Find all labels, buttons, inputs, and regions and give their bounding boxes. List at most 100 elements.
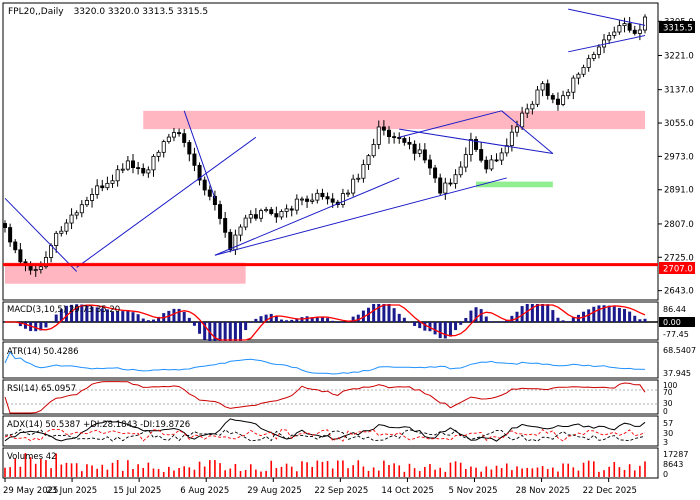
candle[interactable]	[182, 129, 187, 148]
candle[interactable]	[69, 208, 74, 230]
candle[interactable]	[294, 194, 299, 215]
candle[interactable]	[612, 26, 617, 39]
candle[interactable]	[136, 161, 141, 175]
support-zone-green[interactable]	[476, 181, 553, 188]
trendline[interactable]	[568, 35, 646, 53]
volumes-pane[interactable]: Volumes 42 17287 8643 0	[2, 447, 688, 479]
candle[interactable]	[356, 173, 361, 183]
candle[interactable]	[299, 196, 304, 206]
candle[interactable]	[351, 174, 356, 197]
candle[interactable]	[110, 174, 115, 188]
candle[interactable]	[479, 142, 484, 163]
candle[interactable]	[105, 176, 110, 191]
candle[interactable]	[279, 209, 284, 220]
candle[interactable]	[284, 204, 289, 218]
candle[interactable]	[376, 120, 381, 150]
candle[interactable]	[392, 132, 397, 144]
atr-pane[interactable]: ATR(14) 50.4286 68.5407 37.945	[2, 341, 696, 379]
candle[interactable]	[64, 219, 69, 235]
candle[interactable]	[571, 75, 576, 100]
candle[interactable]	[54, 230, 59, 253]
candle[interactable]	[617, 20, 622, 35]
candle[interactable]	[243, 214, 248, 231]
candle[interactable]	[438, 173, 443, 196]
candle[interactable]	[100, 179, 105, 192]
candle[interactable]	[417, 143, 422, 158]
candle[interactable]	[443, 177, 448, 200]
candle[interactable]	[171, 127, 176, 142]
candle[interactable]	[371, 138, 376, 158]
candle[interactable]	[468, 132, 473, 162]
candle[interactable]	[458, 161, 463, 178]
resistance-zone-2[interactable]	[143, 110, 646, 130]
candle[interactable]	[576, 72, 581, 85]
candle[interactable]	[84, 196, 89, 207]
candle[interactable]	[146, 166, 151, 178]
candle[interactable]	[474, 136, 479, 152]
candle[interactable]	[141, 163, 146, 177]
candle[interactable]	[545, 79, 550, 100]
candle[interactable]	[586, 54, 591, 72]
candle[interactable]	[310, 193, 315, 205]
candle[interactable]	[95, 179, 100, 199]
resistance-zone-1[interactable]	[5, 262, 246, 284]
candle[interactable]	[550, 93, 555, 104]
candle[interactable]	[463, 147, 468, 173]
candle[interactable]	[59, 226, 64, 237]
candle[interactable]	[499, 147, 504, 165]
candle[interactable]	[79, 200, 84, 218]
candle[interactable]	[192, 147, 197, 172]
trendline[interactable]	[399, 110, 502, 138]
candle[interactable]	[433, 164, 438, 183]
candle[interactable]	[130, 153, 135, 174]
candle[interactable]	[151, 154, 156, 177]
candle[interactable]	[637, 23, 642, 41]
rsi-pane[interactable]: RSI(14) 65.0957 100 70 30 0	[2, 379, 678, 416]
candle[interactable]	[448, 178, 453, 187]
candle[interactable]	[346, 189, 351, 198]
candle[interactable]	[115, 165, 120, 187]
candle[interactable]	[622, 17, 627, 33]
candle[interactable]	[125, 156, 130, 171]
candle[interactable]	[402, 136, 407, 146]
candle[interactable]	[274, 206, 279, 223]
trendline[interactable]	[4, 197, 78, 272]
candle[interactable]	[525, 103, 530, 118]
candle[interactable]	[530, 101, 535, 115]
candle[interactable]	[218, 200, 223, 225]
candle[interactable]	[627, 16, 632, 33]
candle[interactable]	[305, 195, 310, 208]
candle[interactable]	[120, 163, 125, 174]
candle[interactable]	[453, 169, 458, 189]
candle[interactable]	[520, 106, 525, 131]
candle[interactable]	[13, 239, 18, 254]
candle[interactable]	[540, 81, 545, 97]
candle[interactable]	[156, 150, 161, 162]
candle[interactable]	[494, 153, 499, 163]
candle[interactable]	[643, 14, 648, 34]
candle[interactable]	[596, 44, 601, 59]
candle[interactable]	[33, 265, 38, 277]
candle[interactable]	[561, 90, 566, 107]
candle[interactable]	[74, 210, 79, 220]
candle[interactable]	[202, 176, 207, 196]
trendline[interactable]	[568, 8, 646, 26]
trendline[interactable]	[214, 177, 507, 256]
candle[interactable]	[325, 192, 330, 205]
candle[interactable]	[412, 140, 417, 161]
candle[interactable]	[555, 92, 560, 111]
candle[interactable]	[427, 154, 432, 175]
candle[interactable]	[607, 32, 612, 45]
candle[interactable]	[340, 188, 345, 208]
candle[interactable]	[258, 208, 263, 222]
candle[interactable]	[566, 89, 571, 100]
candle[interactable]	[18, 242, 23, 264]
candle[interactable]	[591, 51, 596, 62]
candle[interactable]	[386, 126, 391, 144]
candle[interactable]	[504, 138, 509, 157]
adx-pane[interactable]: ADX(14) 50.5387 +DI:28.1843 -DI:19.8726 …	[2, 415, 673, 447]
candle[interactable]	[212, 190, 217, 211]
candle[interactable]	[366, 154, 371, 170]
trendline[interactable]	[501, 110, 554, 154]
